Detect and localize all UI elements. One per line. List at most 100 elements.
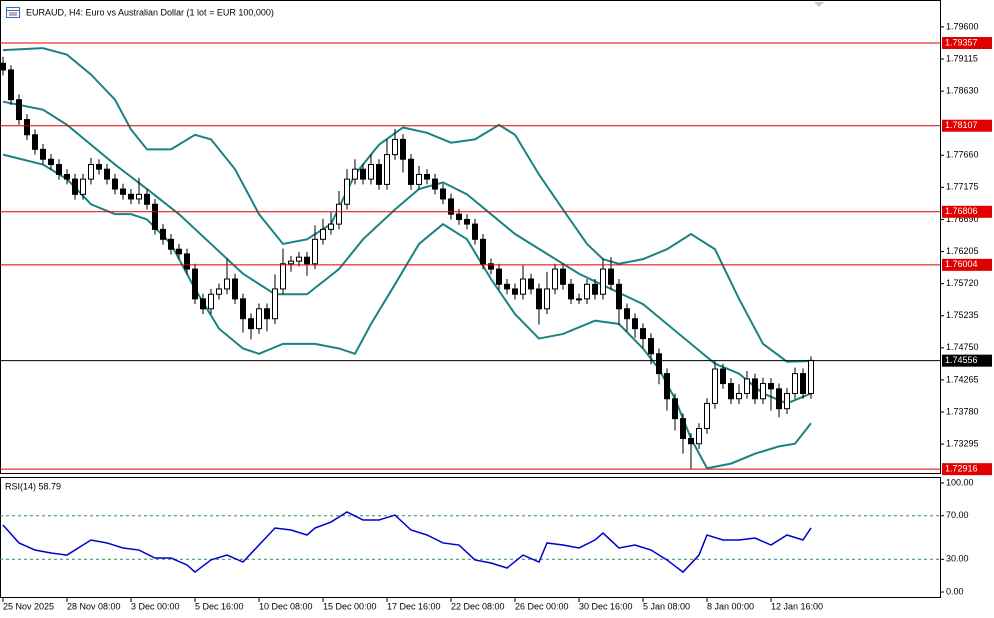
candle-body xyxy=(656,353,662,375)
candle-body xyxy=(344,178,350,205)
candle-body xyxy=(616,283,622,310)
candle-body xyxy=(696,428,702,445)
candle-body xyxy=(664,373,670,400)
candle-body xyxy=(712,368,718,404)
candle-body xyxy=(416,173,422,185)
price-level-label: 1.74556 xyxy=(945,355,978,365)
candle-body xyxy=(768,383,774,390)
candle-body xyxy=(96,164,102,170)
x-tick-label: 30 Dec 16:00 xyxy=(579,601,633,611)
candle-body xyxy=(504,283,510,290)
candle-body xyxy=(776,388,782,410)
rsi-title: RSI(14) 58.79 xyxy=(5,481,61,491)
candle-body xyxy=(256,308,262,330)
price-level-tag xyxy=(942,37,992,50)
chart-title: EURAUD, H4: Euro vs Australian Dollar (1… xyxy=(26,7,274,17)
y-tick-label: 1.76690 xyxy=(946,214,979,224)
bollinger-band xyxy=(2,47,812,363)
x-tick-label: 22 Dec 08:00 xyxy=(451,601,505,611)
candle-body xyxy=(240,298,246,320)
candle-body xyxy=(608,268,614,285)
price-level-tag xyxy=(942,258,992,271)
y-tick-label: 1.77175 xyxy=(946,182,979,192)
x-tick-label: 17 Dec 16:00 xyxy=(387,601,441,611)
candle-body xyxy=(0,62,6,71)
candle-body xyxy=(224,278,230,290)
candle-body xyxy=(160,228,166,240)
candle-body xyxy=(88,164,94,180)
candle-body xyxy=(568,283,574,300)
candle-body xyxy=(792,373,798,394)
candle-body xyxy=(736,392,742,400)
y-tick-label: 1.78630 xyxy=(946,85,979,95)
candle-body xyxy=(280,263,286,290)
candle-body xyxy=(80,178,86,195)
candle-body xyxy=(104,168,110,180)
price-level-label: 1.76806 xyxy=(945,206,978,216)
candle-body xyxy=(8,69,14,101)
y-tick-label: 1.79600 xyxy=(946,21,979,31)
candle-body xyxy=(336,203,342,225)
candle-body xyxy=(216,288,222,295)
y-tick-label: 1.73295 xyxy=(946,438,979,448)
price-level-label: 1.72916 xyxy=(945,464,978,474)
candle-body xyxy=(184,253,190,270)
candle-body xyxy=(760,383,766,400)
candle-body xyxy=(128,193,134,200)
candle-body xyxy=(440,188,446,200)
candle-body xyxy=(576,298,582,301)
candle-body xyxy=(456,213,462,220)
candle-body xyxy=(408,158,414,185)
candle-body xyxy=(176,248,182,255)
candle-body xyxy=(488,263,494,270)
x-tick-label: 15 Dec 00:00 xyxy=(323,601,377,611)
candle-body xyxy=(600,268,606,295)
candle-body xyxy=(208,293,214,310)
candle-body xyxy=(432,178,438,190)
candle-body xyxy=(192,268,198,300)
candle-body xyxy=(680,418,686,439)
candle-body xyxy=(424,173,430,180)
candle-body xyxy=(464,218,470,225)
y-tick-label: 0.00 xyxy=(946,586,964,596)
candle-body xyxy=(64,173,70,180)
candle-body xyxy=(536,288,542,310)
candle-body xyxy=(544,288,550,310)
candle-body xyxy=(784,392,790,410)
candle-body xyxy=(496,268,502,285)
candle-body xyxy=(512,288,518,295)
candle-body xyxy=(448,198,454,215)
main-panel-frame xyxy=(0,0,941,474)
candle-body xyxy=(624,308,630,320)
candle-body xyxy=(328,223,334,230)
symbol-icon xyxy=(6,7,20,18)
candle-body xyxy=(304,256,310,265)
price-level-label: 1.79357 xyxy=(945,37,978,47)
candle-body xyxy=(24,119,30,136)
candle-body xyxy=(112,178,118,190)
candle-body xyxy=(232,278,238,300)
candle-body xyxy=(648,338,654,355)
candle-body xyxy=(56,164,62,175)
candle-body xyxy=(552,268,558,290)
x-tick-label: 3 Dec 00:00 xyxy=(131,601,180,611)
candle-body xyxy=(808,359,814,394)
y-tick-label: 1.75235 xyxy=(946,310,979,320)
price-level-tag xyxy=(942,354,992,367)
candle-body xyxy=(592,283,598,295)
candle-body xyxy=(48,158,54,166)
x-tick-label: 5 Jan 08:00 xyxy=(643,601,690,611)
candle-body xyxy=(200,298,206,310)
y-tick-label: 1.77660 xyxy=(946,150,979,160)
price-level-tag xyxy=(942,119,992,132)
candle-body xyxy=(288,260,294,265)
candle-body xyxy=(368,164,374,180)
candle-body xyxy=(360,168,366,180)
price-level-label: 1.78107 xyxy=(945,120,978,130)
candle-body xyxy=(352,168,358,180)
y-tick-label: 1.74265 xyxy=(946,374,979,384)
candle-body xyxy=(136,193,142,200)
candle-body xyxy=(152,203,158,230)
y-tick-label: 1.73780 xyxy=(946,406,979,416)
